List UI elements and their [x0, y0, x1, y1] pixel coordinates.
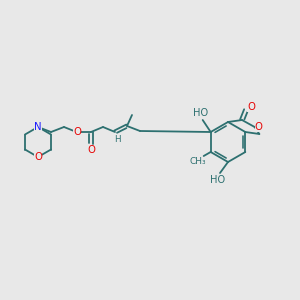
- Text: H: H: [114, 134, 120, 143]
- Text: O: O: [34, 152, 42, 162]
- Text: CH₃: CH₃: [189, 157, 206, 166]
- Text: O: O: [87, 145, 95, 155]
- Text: O: O: [247, 102, 255, 112]
- Text: N: N: [34, 122, 42, 132]
- Text: HO: HO: [210, 175, 226, 185]
- Text: O: O: [255, 122, 263, 132]
- Text: O: O: [73, 127, 81, 137]
- Text: HO: HO: [193, 108, 208, 118]
